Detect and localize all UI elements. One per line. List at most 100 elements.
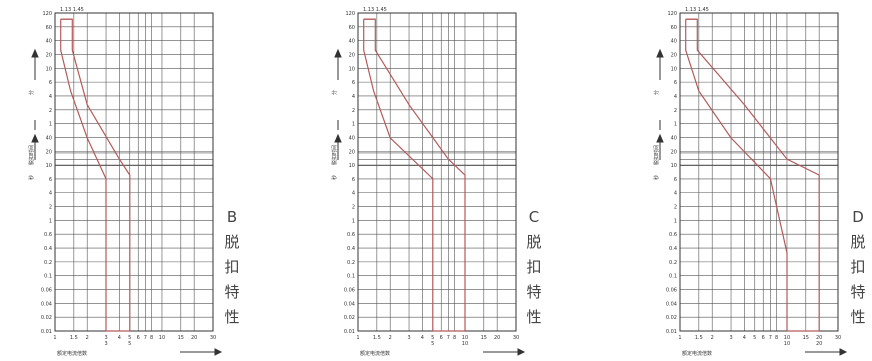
x-axis-label: 额定电流倍数 [360, 350, 390, 357]
y-tick-label: 0.02 [41, 315, 52, 321]
y-axis-label-upper: 分 [28, 90, 35, 95]
y-tick-label: 120 [345, 11, 355, 17]
y-tick-label: 0.06 [344, 288, 355, 294]
x-tick-label: 20 [191, 335, 197, 341]
characteristic-label-char: 扣 [850, 258, 865, 276]
x-tick-label: 7 [769, 335, 772, 341]
x-tick-label: 3 [104, 335, 107, 341]
trip-curve-lower [685, 19, 788, 331]
x-tick-label: 3 [729, 335, 732, 341]
trip-curve-lower [363, 19, 434, 331]
x-tick-label: 8 [453, 335, 456, 341]
y-tick-label: 1 [352, 218, 355, 224]
characteristic-label-char: D [852, 208, 864, 226]
characteristic-label-char: 脱 [224, 233, 239, 251]
x-axis-label: 额定电流倍数 [57, 350, 87, 357]
x-sub-tick-label: 10 [462, 341, 468, 347]
y-tick-label: 20 [46, 149, 52, 155]
y-tick-label: 0.04 [41, 301, 52, 307]
x-sub-tick-label: 20 [816, 341, 822, 347]
characteristic-label-char: 特 [526, 283, 541, 301]
y-tick-label: 0.1 [669, 274, 677, 280]
y-tick-label: 10 [671, 66, 677, 72]
characteristic-label-char: 特 [224, 283, 239, 301]
y-tick-label: 1 [49, 218, 52, 224]
y-axis-arrowhead-upper [656, 48, 664, 58]
y-tick-label: 1 [352, 122, 355, 128]
y-tick-label: 20 [349, 52, 355, 58]
x-tick-label: 8 [150, 335, 153, 341]
x-tick-label: 30 [835, 335, 841, 341]
y-tick-label: 0.04 [666, 301, 677, 307]
x-tick-label: 5 [753, 335, 756, 341]
characteristic-label-char: 性 [850, 308, 865, 326]
x-tick-label: 7 [447, 335, 450, 341]
y-axis-label-mid: 脱扣时间 [331, 145, 338, 165]
x-tick-label: 10 [784, 335, 790, 341]
y-axis-arrowhead-upper [334, 48, 342, 58]
x-tick-label: 10 [159, 335, 165, 341]
x-axis-arrowhead [839, 348, 848, 356]
x-tick-label: 6 [762, 335, 765, 341]
y-tick-label: 2 [352, 108, 355, 114]
y-tick-label: 6 [352, 177, 355, 183]
x-tick-label: 4 [421, 335, 424, 341]
x-tick-label: 20 [494, 335, 500, 341]
x-sub-tick-label: 5 [431, 341, 434, 347]
x-tick-label: 2 [711, 335, 714, 341]
y-tick-label: 0.6 [669, 232, 677, 238]
y-axis-arrowhead-lower [31, 133, 39, 143]
characteristic-label-char: B [227, 208, 237, 226]
x-tick-label: 3 [407, 335, 410, 341]
y-tick-label: 0.2 [44, 260, 52, 266]
chart-panel-d: 12060402010642140201064210.60.40.20.10.0… [653, 7, 866, 357]
y-axis-label-lower: 秒 [653, 175, 660, 180]
characteristic-label-char: C [529, 208, 539, 226]
x-axis-arrowhead [214, 348, 223, 356]
x-tick-label: 1 [356, 335, 359, 341]
y-tick-label: 0.01 [41, 329, 52, 335]
header-note: 1.13 1.45 [60, 7, 84, 13]
y-axis-label-upper: 分 [331, 90, 338, 95]
y-axis-label-mid: 脱扣时间 [28, 145, 35, 165]
plot-frame [54, 12, 214, 332]
x-tick-label: 15 [803, 335, 809, 341]
characteristic-label-char: 性 [224, 308, 239, 326]
y-tick-label: 2 [49, 205, 52, 211]
y-tick-label: 1 [674, 218, 677, 224]
y-axis-label-upper: 分 [653, 90, 660, 95]
y-tick-label: 40 [671, 135, 677, 141]
y-tick-label: 2 [674, 205, 677, 211]
y-axis-label-mid: 脱扣时间 [653, 145, 660, 165]
x-tick-label: 4 [743, 335, 746, 341]
y-tick-label: 20 [349, 149, 355, 155]
y-tick-label: 20 [46, 52, 52, 58]
y-tick-label: 10 [46, 66, 52, 72]
x-tick-label: 1 [53, 335, 56, 341]
trip-curve-upper [60, 18, 131, 331]
y-tick-label: 10 [349, 163, 355, 169]
characteristic-label-char: 脱 [526, 233, 541, 251]
y-tick-label: 0.2 [669, 260, 677, 266]
y-tick-label: 40 [46, 39, 52, 45]
chart-panel-c: 12060402010642140201064210.60.40.20.10.0… [331, 7, 542, 357]
header-note: 1.13 1.45 [363, 7, 387, 13]
y-tick-label: 0.1 [347, 274, 355, 280]
x-sub-tick-label: 3 [104, 341, 107, 347]
y-tick-label: 2 [352, 205, 355, 211]
y-axis-arrowhead-lower [334, 133, 342, 143]
characteristic-label-char: 性 [526, 308, 541, 326]
y-tick-label: 40 [349, 135, 355, 141]
trip-curve-upper [363, 18, 466, 331]
y-tick-label: 4 [49, 191, 52, 197]
y-tick-label: 0.06 [41, 288, 52, 294]
y-tick-label: 0.4 [669, 246, 677, 252]
x-axis-label: 额定电流倍数 [682, 350, 712, 357]
x-tick-label: 1.5 [70, 335, 78, 341]
x-tick-label: 7 [144, 335, 147, 341]
characteristic-label-char: 扣 [224, 258, 239, 276]
y-tick-label: 4 [352, 94, 355, 100]
y-tick-label: 0.2 [347, 260, 355, 266]
x-tick-label: 30 [210, 335, 216, 341]
x-tick-label: 10 [462, 335, 468, 341]
